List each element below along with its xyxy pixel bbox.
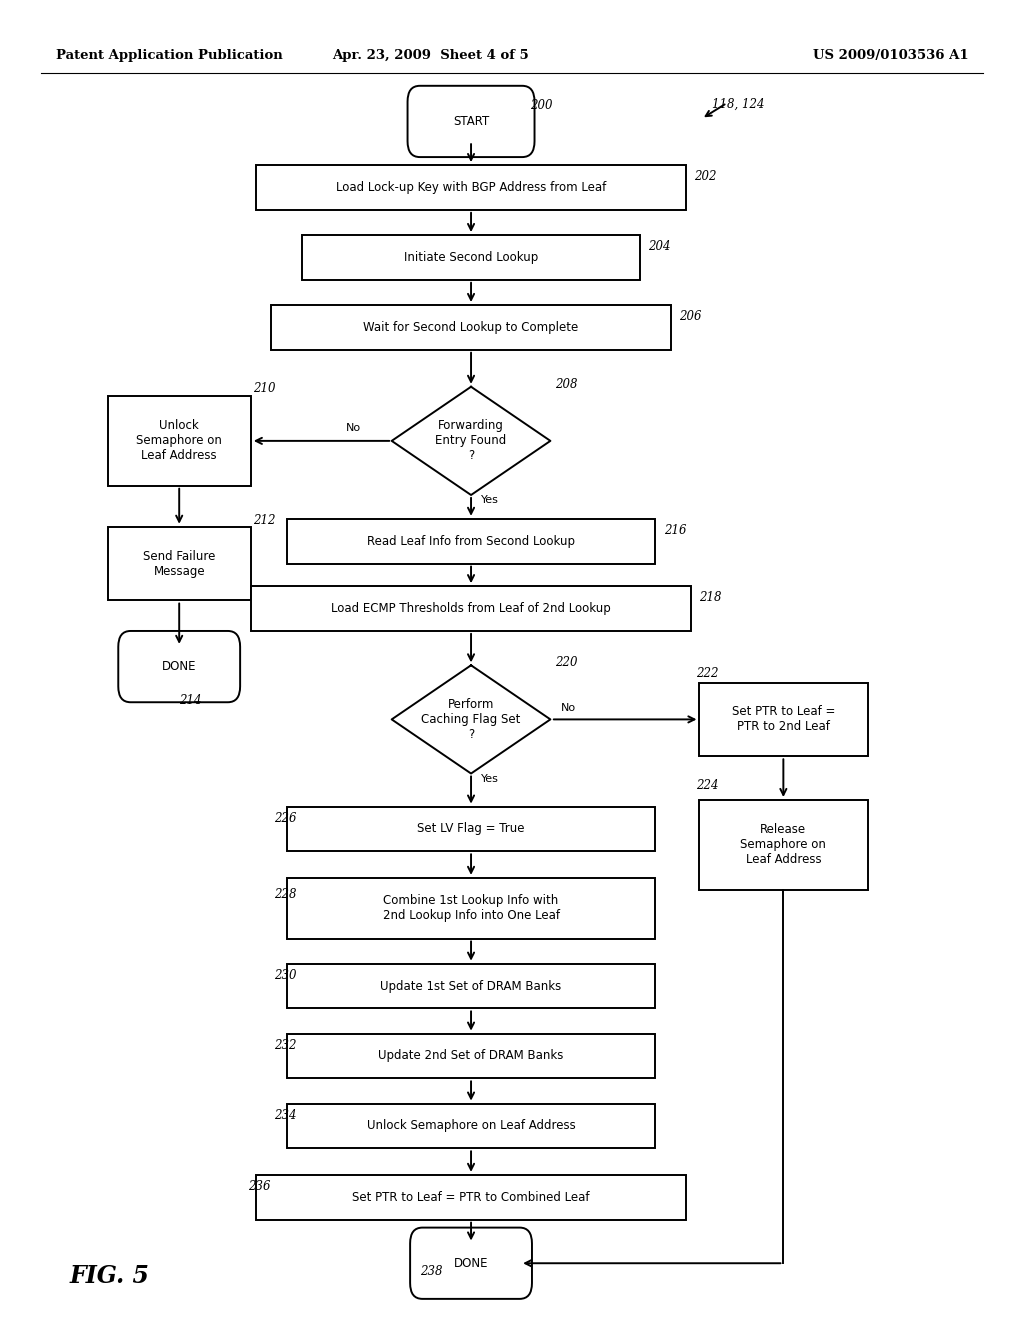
Text: Send Failure
Message: Send Failure Message: [143, 549, 215, 578]
Text: Set PTR to Leaf =
PTR to 2nd Leaf: Set PTR to Leaf = PTR to 2nd Leaf: [732, 705, 835, 734]
Text: 118, 124: 118, 124: [712, 98, 764, 111]
Text: 238: 238: [420, 1265, 442, 1278]
Text: Load Lock-up Key with BGP Address from Leaf: Load Lock-up Key with BGP Address from L…: [336, 181, 606, 194]
Text: DONE: DONE: [162, 660, 197, 673]
FancyBboxPatch shape: [287, 878, 655, 939]
Text: 228: 228: [274, 888, 297, 902]
FancyBboxPatch shape: [251, 586, 691, 631]
Text: Update 2nd Set of DRAM Banks: Update 2nd Set of DRAM Banks: [378, 1049, 564, 1063]
Text: 204: 204: [648, 240, 671, 253]
Text: 218: 218: [699, 591, 722, 605]
FancyBboxPatch shape: [408, 86, 535, 157]
Text: Unlock Semaphore on Leaf Address: Unlock Semaphore on Leaf Address: [367, 1119, 575, 1133]
Text: 206: 206: [679, 310, 701, 323]
FancyBboxPatch shape: [108, 396, 251, 486]
Text: 200: 200: [530, 99, 553, 112]
FancyBboxPatch shape: [287, 1104, 655, 1148]
Text: Set LV Flag = True: Set LV Flag = True: [418, 822, 524, 836]
FancyBboxPatch shape: [256, 165, 686, 210]
Text: 220: 220: [555, 656, 578, 669]
Text: Wait for Second Lookup to Complete: Wait for Second Lookup to Complete: [364, 321, 579, 334]
Text: 230: 230: [274, 969, 297, 982]
Text: US 2009/0103536 A1: US 2009/0103536 A1: [813, 49, 969, 62]
Text: START: START: [453, 115, 489, 128]
Text: 214: 214: [179, 694, 202, 708]
Text: Yes: Yes: [481, 774, 499, 784]
Text: Update 1st Set of DRAM Banks: Update 1st Set of DRAM Banks: [380, 979, 562, 993]
Text: DONE: DONE: [454, 1257, 488, 1270]
FancyBboxPatch shape: [410, 1228, 532, 1299]
FancyBboxPatch shape: [302, 235, 640, 280]
Text: 202: 202: [694, 170, 717, 183]
Polygon shape: [391, 665, 551, 774]
FancyBboxPatch shape: [698, 800, 868, 890]
Text: Unlock
Semaphore on
Leaf Address: Unlock Semaphore on Leaf Address: [136, 420, 222, 462]
Text: 226: 226: [274, 812, 297, 825]
FancyBboxPatch shape: [119, 631, 240, 702]
Text: No: No: [346, 422, 360, 433]
Text: No: No: [561, 702, 577, 713]
FancyBboxPatch shape: [256, 1175, 686, 1220]
FancyBboxPatch shape: [287, 1034, 655, 1078]
FancyBboxPatch shape: [287, 807, 655, 851]
Text: Yes: Yes: [481, 495, 499, 506]
Text: Combine 1st Lookup Info with
2nd Lookup Info into One Leaf: Combine 1st Lookup Info with 2nd Lookup …: [383, 894, 559, 923]
Polygon shape: [391, 387, 551, 495]
Text: Load ECMP Thresholds from Leaf of 2nd Lookup: Load ECMP Thresholds from Leaf of 2nd Lo…: [331, 602, 611, 615]
Text: Perform
Caching Flag Set
?: Perform Caching Flag Set ?: [421, 698, 521, 741]
Text: 236: 236: [248, 1180, 270, 1193]
FancyBboxPatch shape: [287, 519, 655, 564]
Text: 232: 232: [274, 1039, 297, 1052]
Text: 216: 216: [664, 524, 686, 537]
Text: Initiate Second Lookup: Initiate Second Lookup: [403, 251, 539, 264]
Text: Forwarding
Entry Found
?: Forwarding Entry Found ?: [435, 420, 507, 462]
FancyBboxPatch shape: [271, 305, 671, 350]
Text: 210: 210: [253, 381, 275, 395]
Text: Patent Application Publication: Patent Application Publication: [56, 49, 283, 62]
Text: Release
Semaphore on
Leaf Address: Release Semaphore on Leaf Address: [740, 824, 826, 866]
Text: Apr. 23, 2009  Sheet 4 of 5: Apr. 23, 2009 Sheet 4 of 5: [332, 49, 528, 62]
Text: 208: 208: [555, 378, 578, 391]
Text: 234: 234: [274, 1109, 297, 1122]
Text: 212: 212: [253, 513, 275, 527]
Text: 224: 224: [696, 779, 719, 792]
Text: Read Leaf Info from Second Lookup: Read Leaf Info from Second Lookup: [367, 535, 575, 548]
Text: 222: 222: [696, 667, 719, 680]
FancyBboxPatch shape: [287, 964, 655, 1008]
Text: Set PTR to Leaf = PTR to Combined Leaf: Set PTR to Leaf = PTR to Combined Leaf: [352, 1191, 590, 1204]
FancyBboxPatch shape: [108, 527, 251, 599]
FancyBboxPatch shape: [698, 684, 868, 755]
Text: FIG. 5: FIG. 5: [70, 1265, 150, 1288]
